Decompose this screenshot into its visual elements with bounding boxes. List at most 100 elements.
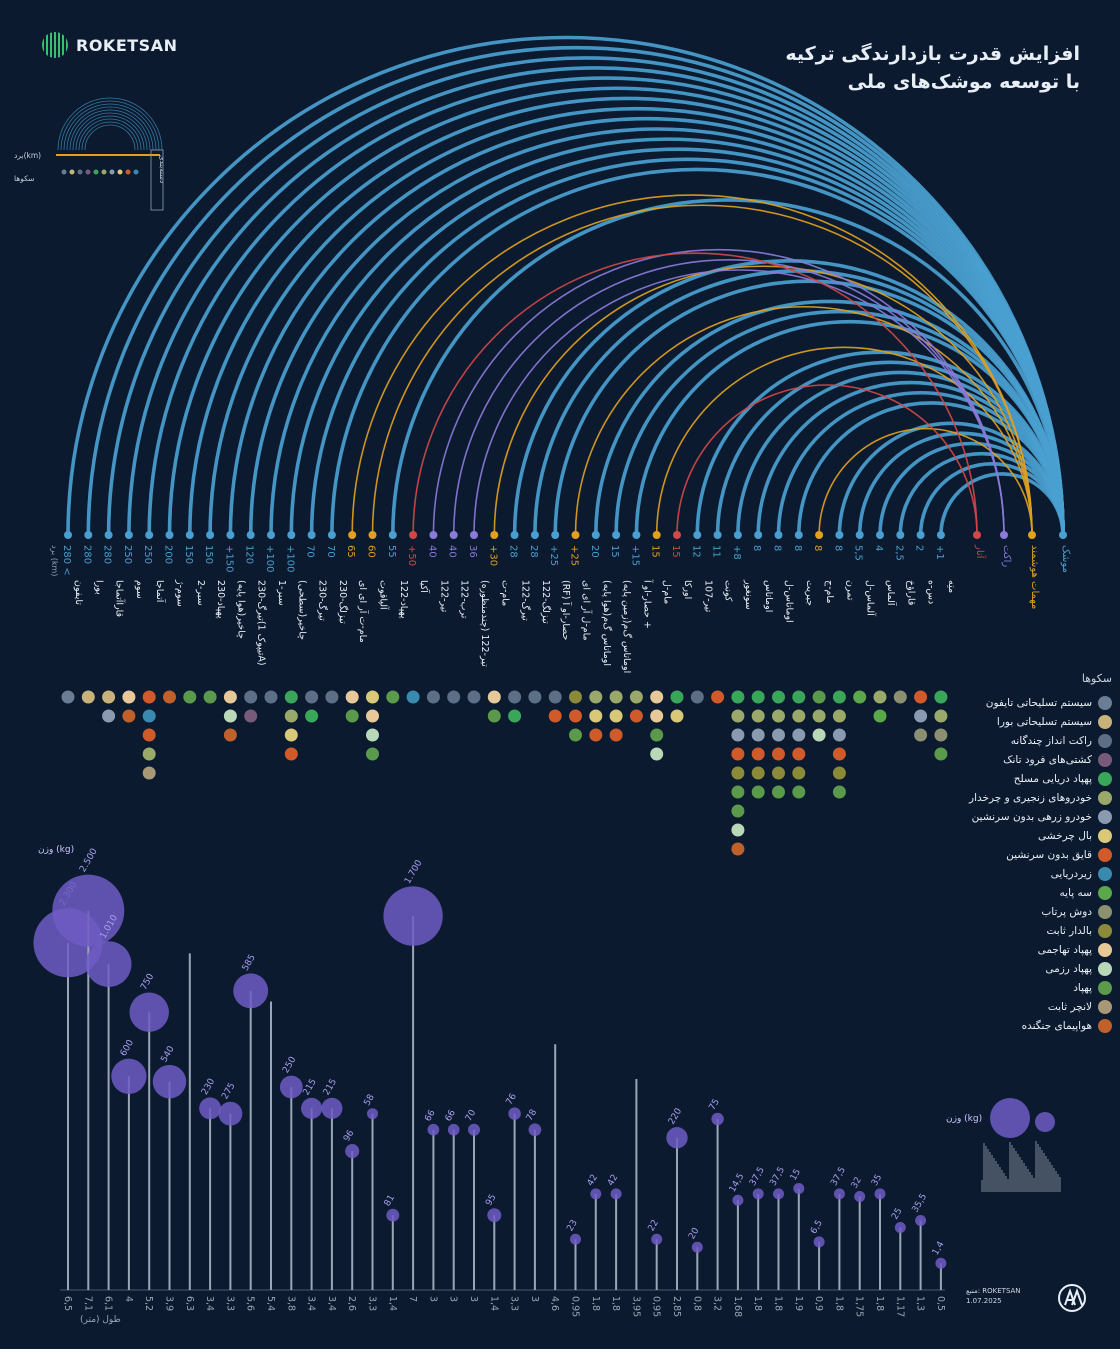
item-start-dot [185,531,194,539]
legend-item: قایق بدون سرنشین [962,845,1112,864]
mini-arc [84,124,136,151]
legend-item-label: زیردریایی [1050,867,1092,880]
item-name-label: چاخیر(هوا پایه) [235,580,246,639]
weight-bubble [301,1097,323,1119]
platform-icon [710,689,726,705]
page-title: افزایش قدرت بازدارندگی ترکیه با توسعه مو… [785,40,1080,96]
mini-platform-dot [61,169,67,175]
length-value-label: 3,2 [712,1296,723,1311]
legend-item-label: پهپاد دریایی مسلح [1013,772,1092,785]
range-value-label: 28 [508,545,519,558]
weight-bubble [915,1215,927,1227]
item-start-dot [388,531,397,539]
weight-bubble [651,1233,663,1245]
item-name-label: اورکا [682,580,693,599]
platform-icon [791,708,807,724]
length-value-label: 1,8 [610,1296,621,1311]
range-value-label: 40 [426,545,437,558]
mini-guide: برد(km) سکوها دسته‌بندی [14,97,166,211]
mini-weight-guide [981,1098,1061,1192]
item-start-dot [591,531,600,539]
weight-value-label: 58 [362,1093,377,1108]
platform-icon [568,689,583,705]
platform-icon [669,689,685,705]
range-value-label: +100 [284,545,295,572]
platform-icon [791,784,807,800]
platform-icon [1098,885,1112,900]
platform-icon [771,784,786,800]
source-note: منبع: ROKETSAN 1.07.2025 [966,1286,1021,1306]
mini-arc [60,100,160,151]
weight-value-label: 37,5 [748,1165,767,1187]
item-name-label: تیر-107 [702,580,713,613]
platform-icon [1098,1018,1112,1033]
platform-icon [466,689,482,705]
platform-icon [568,727,583,743]
range-value-label: 8 [792,545,803,551]
range-value-label: 70 [305,545,316,558]
legend-item-label: سیستم تسلیحاتی بورا [996,715,1092,728]
weight-value-label: 250 [281,1055,298,1075]
legend-item-label: خودرو زرهی بدون سرنشین [971,810,1092,823]
legend-item-label: قایق بدون سرنشین [1006,848,1092,861]
category-anchor [1059,531,1067,539]
length-value-label: 3 [529,1296,540,1302]
platform-icon [1098,733,1112,748]
weight-bubble [833,1188,845,1200]
mini-platform-dot [85,169,91,175]
range-arc [371,204,1033,536]
platform-icon [60,689,76,705]
item-start-dot [145,531,154,539]
platform-icon [913,727,929,743]
length-value-label: 3,3 [509,1296,520,1311]
weight-value-label: 20 [687,1226,702,1241]
platform-icon [365,689,380,705]
platform-icon [365,708,380,724]
range-arc [594,299,1065,536]
platform-icon [101,689,117,705]
item-start-dot [815,531,824,539]
weight-value-label: 275 [220,1081,237,1101]
legend-item-label: پهپاد تهاجمی [1037,943,1092,956]
weight-bubble [711,1112,724,1126]
length-value-label: 3,3 [367,1296,378,1311]
weight-bubble [508,1107,521,1120]
platform-icon [141,746,157,762]
category-anchor [1000,531,1008,539]
range-value-label: 70 [325,545,336,558]
platform-icon [831,727,847,743]
weight-bubble [666,1127,688,1149]
range-value-label: 8 [751,545,762,551]
weight-value-label: 32 [850,1176,864,1191]
weight-bubble [233,973,269,1009]
legend-item-label: پهپاد رزمی [1045,962,1092,975]
item-start-dot [632,531,641,539]
platform-icon [588,708,604,724]
weight-bubble [345,1144,360,1159]
weight-value-label: 37,5 [829,1165,848,1187]
item-name-label: تایفون [73,580,84,605]
platform-icon [933,689,949,705]
length-value-label: 2,6 [346,1296,357,1311]
item-name-label: آکیا [418,580,431,593]
weight-value-label: 215 [302,1077,319,1097]
item-name-label: کونت [723,580,734,602]
range-axis-label: برد (km) [50,545,59,576]
range-value-label: 60 [366,545,377,558]
range-value-label: +150 [223,545,234,572]
platform-icon [811,727,827,743]
platform-icon [283,727,299,743]
item-name-label: تیزلگ-122 [540,580,552,624]
range-value-label: 65 [345,545,356,558]
item-start-dot [368,531,377,539]
mini-category-box [150,149,164,211]
item-start-dot [551,531,560,539]
platform-icon [608,727,624,743]
platform-icon [811,708,827,724]
mini-platform-dot [125,169,131,175]
item-start-dot [206,531,215,539]
length-value-label: 1,8 [752,1296,763,1311]
item-name-label: قاراؤخ [905,580,916,605]
platform-icon [365,746,380,762]
length-value-label: 1,9 [793,1296,804,1311]
